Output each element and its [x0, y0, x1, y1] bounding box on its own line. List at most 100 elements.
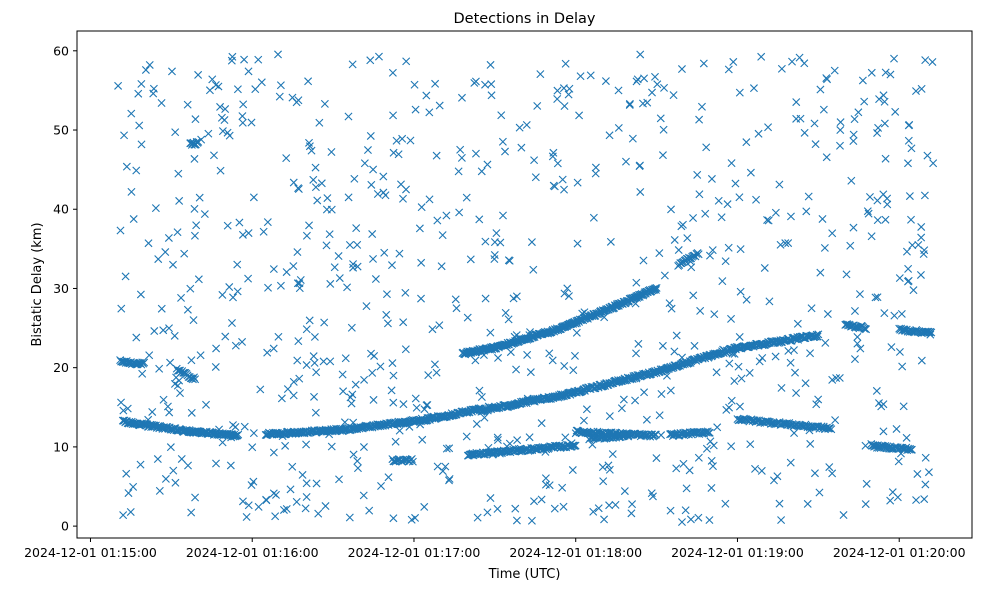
data-point	[836, 141, 844, 150]
y-tick-label: 30	[53, 281, 69, 296]
data-point	[588, 440, 597, 449]
data-point	[746, 168, 755, 177]
data-point	[140, 358, 149, 367]
data-point	[880, 97, 889, 106]
data-point	[326, 357, 335, 366]
data-point	[217, 113, 226, 122]
data-point	[176, 389, 184, 398]
data-point	[660, 271, 669, 280]
data-point	[850, 307, 859, 315]
data-point	[599, 477, 608, 486]
data-point	[344, 112, 353, 121]
data-point	[323, 194, 332, 203]
data-point	[620, 487, 629, 496]
data-point	[640, 388, 649, 397]
data-point	[828, 469, 837, 478]
data-point	[432, 151, 441, 160]
data-point	[289, 391, 298, 400]
data-point	[712, 368, 721, 377]
data-point	[702, 444, 711, 453]
y-tick-label: 10	[53, 439, 69, 454]
data-point	[351, 380, 360, 389]
data-point	[735, 193, 744, 202]
data-point	[415, 224, 424, 233]
data-point	[600, 515, 609, 524]
data-point	[420, 502, 429, 511]
data-point	[347, 323, 356, 332]
data-point	[906, 445, 915, 454]
data-point	[305, 142, 314, 151]
data-point	[492, 229, 501, 238]
data-point	[294, 337, 303, 346]
data-point	[881, 215, 890, 224]
data-point	[806, 349, 815, 358]
data-point	[271, 512, 280, 521]
data-point	[886, 496, 895, 505]
data-point	[873, 196, 882, 205]
data-point	[194, 275, 203, 284]
data-point	[831, 416, 840, 425]
data-point	[578, 309, 587, 318]
data-point	[431, 79, 440, 88]
data-point	[195, 193, 204, 202]
data-point	[228, 52, 237, 61]
data-point	[764, 123, 773, 132]
data-point	[666, 386, 675, 395]
data-point	[190, 373, 198, 382]
data-point	[349, 450, 358, 459]
data-point	[154, 255, 163, 264]
data-point	[179, 427, 188, 436]
data-point	[305, 221, 314, 230]
data-point	[123, 404, 132, 413]
data-point	[916, 270, 925, 279]
data-point	[191, 493, 200, 502]
data-point	[174, 169, 183, 178]
data-point	[561, 59, 570, 68]
data-point	[563, 284, 572, 293]
data-point	[282, 268, 291, 277]
data-point	[120, 131, 129, 140]
data-point	[277, 394, 286, 403]
data-point	[353, 464, 362, 473]
data-point	[895, 347, 904, 356]
data-point	[634, 339, 643, 348]
data-point	[849, 130, 858, 139]
data-point	[486, 60, 495, 69]
data-point	[670, 347, 679, 356]
data-point	[472, 419, 481, 428]
data-point	[867, 232, 876, 241]
data-point	[238, 337, 247, 346]
data-point	[795, 53, 804, 62]
data-point	[651, 285, 660, 294]
data-point	[487, 80, 496, 89]
y-tick-label: 0	[61, 519, 69, 534]
data-point	[202, 400, 211, 409]
data-point	[157, 304, 166, 313]
data-point	[473, 513, 482, 522]
data-point	[765, 297, 774, 306]
data-point	[506, 348, 515, 357]
data-point	[170, 331, 179, 340]
data-point	[394, 150, 403, 159]
data-point	[696, 306, 705, 315]
data-point	[186, 284, 195, 293]
data-point	[850, 115, 859, 124]
data-point	[873, 216, 882, 225]
data-point	[399, 318, 408, 327]
data-point	[606, 237, 615, 246]
data-point	[865, 192, 874, 201]
data-point	[801, 379, 810, 388]
data-point	[231, 341, 240, 350]
data-point	[814, 395, 823, 404]
data-point	[233, 287, 242, 296]
data-point	[575, 111, 584, 120]
data-point	[382, 290, 391, 299]
data-point	[302, 361, 311, 370]
data-point	[686, 515, 695, 524]
data-point	[807, 304, 816, 313]
data-point	[343, 283, 352, 292]
data-point	[724, 65, 733, 74]
data-point	[655, 249, 664, 258]
